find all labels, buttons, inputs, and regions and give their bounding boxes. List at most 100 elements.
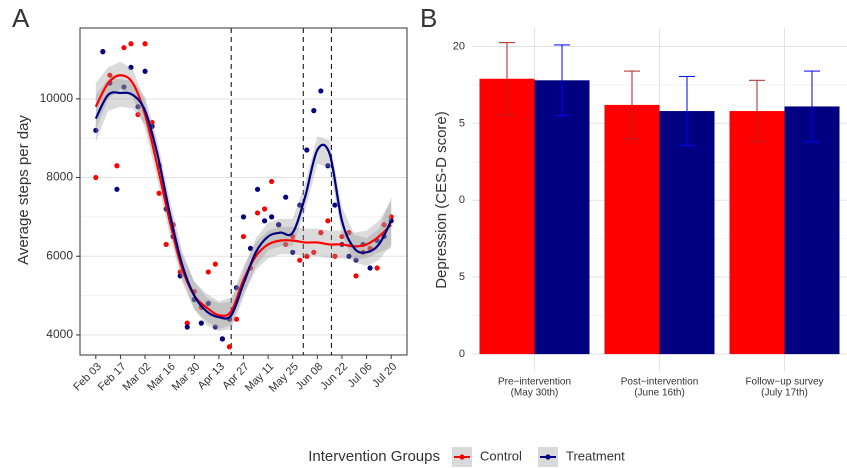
- plot-frame: [79, 27, 408, 356]
- data-point: [290, 249, 296, 255]
- legend-label: Treatment: [566, 448, 625, 463]
- data-point: [205, 300, 211, 307]
- legend-dot: [459, 454, 465, 460]
- data-point: [212, 324, 218, 330]
- legend-dot: [545, 454, 551, 460]
- data-point: [177, 273, 183, 279]
- data-point: [297, 202, 303, 208]
- data-point: [261, 218, 268, 224]
- y-tick-label: 6000: [46, 248, 73, 262]
- data-point: [156, 190, 162, 196]
- bar: [729, 111, 785, 355]
- y-tick-label: 5: [459, 117, 465, 129]
- data-point: [177, 269, 183, 275]
- data-point: [226, 344, 233, 350]
- data-point: [135, 111, 141, 118]
- confidence-band: [95, 79, 392, 331]
- x-tick-label: Post−intervention: [621, 377, 699, 388]
- data-point: [318, 230, 324, 236]
- data-point: [325, 163, 331, 169]
- data-point: [304, 253, 310, 259]
- panel-label: B: [420, 3, 437, 33]
- data-point: [184, 320, 190, 326]
- smooth-line: [94, 91, 393, 320]
- data-point: [269, 178, 275, 185]
- data-point: [100, 49, 106, 55]
- error-bar: [624, 70, 640, 140]
- data-point: [269, 214, 275, 220]
- data-point: [198, 320, 204, 326]
- confidence-band: [95, 61, 392, 330]
- data-point: [240, 214, 247, 220]
- y-tick-label: 8000: [46, 170, 73, 184]
- bar: [784, 106, 840, 355]
- data-point: [163, 241, 169, 248]
- data-point: [135, 104, 141, 110]
- smooth-line: [94, 74, 392, 317]
- bar: [534, 80, 590, 355]
- data-point: [346, 253, 352, 259]
- y-tick-label: 4000: [46, 327, 73, 341]
- data-point: [311, 249, 317, 255]
- x-tick-label: Follow−up survey: [745, 377, 823, 388]
- y-tick-label: 10000: [40, 91, 74, 105]
- data-point: [311, 108, 317, 114]
- data-point: [297, 257, 303, 263]
- data-point: [247, 245, 254, 251]
- data-point: [276, 222, 282, 228]
- data-point: [374, 265, 380, 271]
- data-point: [353, 257, 359, 263]
- data-point: [353, 273, 359, 279]
- error-bar: [554, 44, 570, 117]
- data-point: [367, 265, 373, 271]
- y-axis-label: Depression (CES-D score): [433, 111, 450, 289]
- error-bar: [749, 79, 765, 143]
- x-tick-label: (June 16th): [634, 388, 685, 399]
- y-tick-label: 0: [459, 348, 465, 360]
- data-point: [142, 41, 148, 47]
- y-tick-label: 0: [459, 194, 465, 206]
- x-tick-label: Mar 30: [170, 361, 203, 394]
- data-point: [233, 285, 240, 291]
- data-point: [332, 253, 338, 259]
- bar: [479, 78, 535, 355]
- data-point: [261, 206, 268, 212]
- x-tick-label: Jun 22: [318, 361, 350, 393]
- y-axis-label: Average steps per day: [15, 115, 32, 265]
- data-point: [121, 45, 127, 51]
- data-point: [149, 119, 155, 126]
- x-tick-label: Jul 06: [345, 361, 374, 390]
- data-point: [318, 88, 324, 94]
- x-tick-label: Jul 20: [370, 361, 399, 390]
- data-point: [388, 214, 394, 220]
- data-point: [339, 233, 345, 240]
- error-bar: [804, 70, 820, 143]
- data-point: [121, 84, 127, 90]
- x-tick-label: Pre−intervention: [498, 377, 571, 388]
- data-point: [107, 72, 113, 78]
- data-point: [93, 127, 99, 133]
- data-point: [219, 336, 226, 342]
- bar: [659, 111, 715, 355]
- data-point: [332, 202, 338, 208]
- data-point: [205, 269, 211, 275]
- plot-layer: [93, 28, 394, 355]
- data-point: [304, 147, 310, 153]
- y-tick-label: 5: [459, 271, 465, 283]
- data-point: [254, 186, 261, 192]
- x-tick-label: (May 30th): [511, 388, 559, 399]
- data-point: [346, 230, 352, 236]
- error-bar: [679, 75, 695, 147]
- data-point: [184, 324, 190, 330]
- data-point: [128, 41, 134, 47]
- data-point: [254, 210, 261, 216]
- data-point: [325, 218, 331, 224]
- data-point: [128, 64, 134, 70]
- x-tick-label: Apr 13: [196, 361, 227, 392]
- data-point: [114, 186, 120, 192]
- data-point: [212, 261, 218, 267]
- data-point: [283, 241, 289, 248]
- data-point: [142, 68, 148, 74]
- data-point: [283, 194, 289, 200]
- legend-title: Intervention Groups: [308, 448, 440, 465]
